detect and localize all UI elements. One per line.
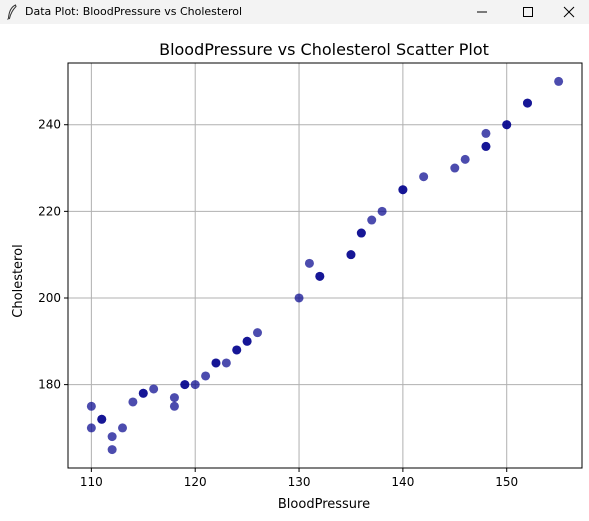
grid-lines [68,63,582,468]
scatter-point [149,384,159,394]
scatter-point [304,258,314,268]
scatter-point [450,163,460,173]
x-tick-label: 150 [495,475,518,489]
scatter-point [138,388,148,398]
scatter-point [481,128,491,138]
window-title: Data Plot: BloodPressure vs Cholesterol [25,5,243,18]
close-icon [563,6,575,18]
scatter-point [315,271,325,281]
scatter-point [460,154,470,164]
scatter-point [169,401,179,411]
y-tick-label: 220 [38,204,61,218]
scatter-point [253,328,263,338]
y-tick-label: 240 [38,118,61,132]
scatter-point [180,380,190,390]
scatter-point [398,185,408,195]
x-axis-label: BloodPressure [278,497,370,512]
scatter-point [502,120,512,130]
y-tick-label: 180 [38,378,61,392]
data-points [86,76,564,455]
scatter-point [107,432,117,442]
scatter-point [86,423,96,433]
minimize-button[interactable] [459,0,505,24]
scatter-point [356,228,366,238]
scatter-point [128,397,138,407]
scatter-point [118,423,128,433]
axis-ticks: 110 120 130 140 150 180 200 220 240 [38,118,518,489]
scatter-point [242,336,252,346]
scatter-point [377,206,387,216]
y-tick-label: 200 [38,291,61,305]
scatter-point [346,250,356,260]
scatter-point [522,98,532,108]
chart-title: BloodPressure vs Cholesterol Scatter Plo… [159,40,489,59]
scatter-point [169,393,179,403]
x-tick-label: 130 [288,475,311,489]
scatter-point [211,358,221,368]
scatter-point [86,401,96,411]
axes-frame [67,62,583,469]
scatter-point [97,414,107,424]
window-titlebar[interactable]: Data Plot: BloodPressure vs Cholesterol [0,0,589,24]
scatter-point [107,445,117,455]
x-tick-label: 120 [184,475,207,489]
scatter-point [201,371,211,381]
scatter-point [190,380,200,390]
scatter-point [481,141,491,151]
x-tick-label: 110 [80,475,103,489]
maximize-button[interactable] [505,0,551,24]
scatter-point [367,215,377,225]
close-button[interactable] [549,0,589,24]
scatter-point [232,345,242,355]
scatter-point [294,293,304,303]
minimize-icon [476,6,488,18]
feather-icon [6,4,18,20]
plot-canvas: BloodPressure vs Cholesterol Scatter Plo… [0,24,589,521]
y-axis-label: Cholesterol [11,244,26,317]
maximize-icon [522,6,534,18]
scatter-point [554,76,564,86]
x-tick-label: 140 [391,475,414,489]
scatter-point [419,172,429,182]
scatter-chart: BloodPressure vs Cholesterol Scatter Plo… [11,40,583,512]
scatter-point [221,358,231,368]
